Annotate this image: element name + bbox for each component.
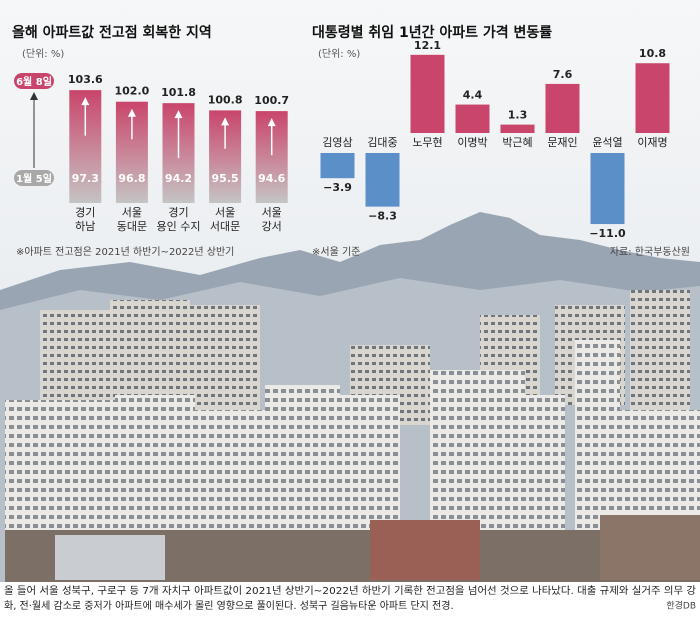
x-tick-label: 이재명: [637, 136, 667, 149]
bar: [500, 124, 535, 133]
legend-label: 1월 5일: [16, 172, 52, 185]
value-label: 1.3: [508, 109, 528, 122]
x-tick-label: 경기: [75, 206, 95, 219]
x-tick-label: 김대중: [367, 136, 397, 149]
bar: [365, 153, 400, 207]
x-tick-label: 동대문: [117, 220, 147, 233]
value-label: 96.8: [118, 172, 145, 185]
unit-label: (단위: %): [22, 47, 64, 60]
value-label: 12.1: [414, 39, 441, 52]
value-label: 95.5: [212, 172, 239, 185]
caption: 올 들어 서울 성북구, 구로구 등 7개 자치구 아파트값이 2021년 상반…: [4, 584, 696, 612]
x-tick-label: 윤석열: [592, 136, 622, 149]
x-tick-label: 서울: [122, 206, 142, 219]
bar: [410, 54, 445, 133]
value-label: 94.6: [258, 172, 285, 185]
x-tick-label: 김영삼: [322, 136, 352, 149]
value-label: 10.8: [639, 47, 666, 60]
bar: [545, 83, 580, 133]
x-tick-label: 하남: [75, 219, 95, 233]
legend-arrow-head: [30, 92, 38, 100]
right-chart: 대통령별 취임 1년간 아파트 가격 변동률 (단위: %) ※서울 기준 자료…: [312, 24, 690, 258]
source: 자료: 한국부동산원: [610, 246, 690, 258]
photo-credit: 한경DB: [666, 600, 696, 612]
value-label: 103.6: [68, 73, 103, 86]
legend-pill: [14, 73, 54, 89]
legend-pill: [14, 170, 54, 186]
bar: [590, 153, 625, 225]
value-label: 100.7: [254, 94, 289, 107]
x-tick-label: 이명박: [457, 136, 487, 149]
value-label: 4.4: [463, 89, 483, 102]
x-tick-label: 문재인: [547, 136, 577, 149]
change-arrow-head: [267, 118, 276, 127]
caption-line: 화, 전·월세 감소로 중저가 아파트에 매수세가 몰린 영향으로 풀이된다. …: [4, 599, 454, 612]
value-label: 7.6: [553, 68, 573, 81]
x-tick-label: 용인 수지: [157, 220, 201, 233]
value-label: −11.0: [589, 227, 626, 240]
x-tick-label: 경기: [168, 206, 188, 219]
unit-label: (단위: %): [318, 47, 360, 60]
change-arrow-head: [221, 117, 230, 126]
value-label: −3.9: [323, 181, 352, 194]
photo: [0, 0, 700, 582]
value-label: 100.8: [208, 93, 243, 106]
chart-title: 대통령별 취임 1년간 아파트 가격 변동률: [312, 24, 552, 41]
note: ※아파트 전고점은 2021년 하반기~2022년 상반기: [16, 245, 234, 258]
x-tick-label: 박근혜: [502, 136, 532, 149]
legend-label: 6월 8일: [16, 75, 52, 88]
x-tick-label: 서울: [215, 206, 235, 219]
bar: [455, 104, 490, 133]
chart-title: 올해 아파트값 전고점 회복한 지역: [12, 24, 212, 41]
x-tick-label: 서대문: [210, 220, 240, 233]
value-label: 97.3: [72, 172, 99, 185]
x-tick-label: 서울: [262, 206, 282, 219]
change-arrow-head: [81, 97, 90, 106]
caption-line: 올 들어 서울 성북구, 구로구 등 7개 자치구 아파트값이 2021년 상반…: [4, 584, 696, 597]
value-label: −8.3: [368, 210, 397, 223]
change-arrow-head: [174, 110, 183, 119]
note: ※서울 기준: [312, 246, 360, 258]
bar: [635, 63, 670, 134]
bar: [320, 153, 355, 179]
x-tick-label: 강서: [262, 220, 282, 233]
value-label: 101.8: [161, 86, 196, 99]
x-tick-label: 노무현: [412, 136, 442, 149]
value-label: 94.2: [165, 172, 192, 185]
value-label: 102.0: [115, 85, 150, 98]
left-chart: 올해 아파트값 전고점 회복한 지역 (단위: %) ※아파트 전고점은 202…: [12, 24, 289, 258]
change-arrow-head: [127, 108, 136, 117]
